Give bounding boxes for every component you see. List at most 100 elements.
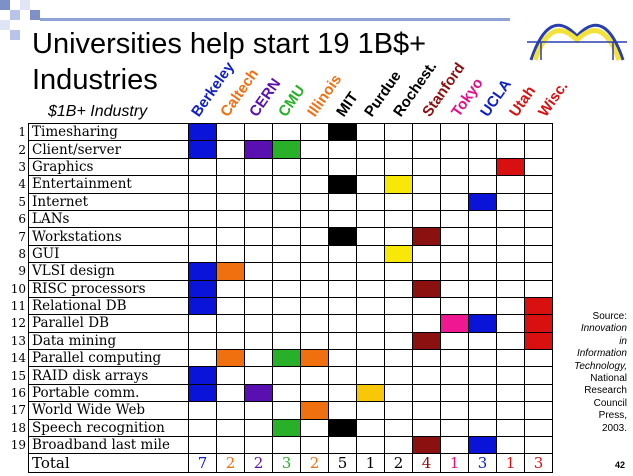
source-line: 2003. bbox=[601, 422, 627, 434]
matrix-cell bbox=[496, 279, 525, 298]
source-line: Council bbox=[593, 397, 627, 409]
matrix-cell bbox=[524, 401, 553, 420]
matrix-cell bbox=[384, 349, 413, 368]
matrix-cell bbox=[356, 157, 385, 177]
row-label: Portable comm. bbox=[28, 383, 189, 403]
matrix-cell bbox=[328, 175, 357, 194]
matrix-cell bbox=[216, 366, 245, 385]
matrix-cell bbox=[328, 383, 357, 403]
matrix-cell bbox=[356, 436, 385, 455]
matrix-cell bbox=[384, 436, 413, 455]
matrix-cell bbox=[440, 383, 469, 403]
row-label: Client/server bbox=[28, 140, 189, 159]
table-row: 6 LANs bbox=[10, 209, 553, 229]
matrix-cell bbox=[496, 209, 525, 229]
matrix-cell bbox=[412, 296, 441, 316]
matrix-cell bbox=[300, 209, 329, 229]
matrix-cell bbox=[328, 331, 357, 351]
matrix-cell bbox=[244, 401, 273, 420]
matrix-cell bbox=[412, 331, 441, 351]
matrix-cell bbox=[272, 227, 301, 246]
column-header-mit: MIT bbox=[332, 89, 362, 120]
matrix-cell bbox=[216, 331, 245, 351]
matrix-cell bbox=[524, 157, 553, 177]
matrix-cell bbox=[188, 122, 217, 142]
matrix-cell bbox=[412, 192, 441, 211]
matrix-cell bbox=[300, 279, 329, 298]
row-label: Relational DB bbox=[28, 296, 189, 316]
matrix-cell bbox=[216, 192, 245, 211]
matrix-cell bbox=[468, 349, 497, 368]
matrix-cell bbox=[468, 296, 497, 316]
matrix-cell bbox=[468, 383, 497, 403]
matrix-cell bbox=[496, 262, 525, 281]
matrix-cell bbox=[524, 192, 553, 211]
source-line: Research bbox=[584, 385, 627, 397]
source-line: in bbox=[619, 335, 627, 347]
matrix-cell bbox=[384, 157, 413, 177]
matrix-cell bbox=[468, 418, 497, 438]
row-number: 19 bbox=[10, 438, 26, 453]
total-value: 2 bbox=[384, 453, 413, 474]
table-row: 10 RISC processors bbox=[10, 279, 553, 298]
matrix-cell bbox=[272, 209, 301, 229]
matrix-cell bbox=[412, 349, 441, 368]
matrix-cell bbox=[356, 262, 385, 281]
matrix-cell bbox=[188, 366, 217, 385]
matrix-cell bbox=[356, 383, 385, 403]
row-number: 13 bbox=[10, 333, 26, 348]
total-value: 3 bbox=[524, 453, 553, 474]
matrix-cell bbox=[272, 436, 301, 455]
matrix-cell bbox=[216, 296, 245, 316]
matrix-cell bbox=[440, 401, 469, 420]
source-line: Innovation bbox=[580, 323, 627, 335]
matrix-cell bbox=[440, 314, 469, 333]
matrix-cell bbox=[328, 192, 357, 211]
matrix-cell bbox=[496, 366, 525, 385]
row-label: VLSI design bbox=[28, 262, 189, 281]
row-number: 2 bbox=[18, 142, 26, 157]
matrix-cell bbox=[468, 279, 497, 298]
matrix-cell bbox=[244, 122, 273, 142]
matrix-cell bbox=[300, 175, 329, 194]
matrix-cell bbox=[412, 122, 441, 142]
matrix-cell bbox=[524, 436, 553, 455]
source-note: Source: Innovation in Information Technology… bbox=[555, 311, 627, 435]
matrix-cell bbox=[216, 279, 245, 298]
matrix-cell bbox=[328, 401, 357, 420]
matrix-cell bbox=[496, 349, 525, 368]
matrix-cell bbox=[244, 244, 273, 264]
row-label: Internet bbox=[28, 192, 189, 211]
matrix-cell bbox=[216, 227, 245, 246]
matrix-cell bbox=[356, 418, 385, 438]
total-value: 1 bbox=[356, 453, 385, 474]
total-row: Total 7 2 2 3 2 5 1 2 4 1 3 1 3 bbox=[10, 453, 553, 474]
total-value: 1 bbox=[496, 453, 525, 474]
matrix-cell bbox=[328, 244, 357, 264]
industry-matrix: 1 Timesharing 2 Client/server 3 Graphics 4 Ente… bbox=[10, 122, 553, 474]
matrix-cell bbox=[496, 383, 525, 403]
matrix-cell bbox=[244, 227, 273, 246]
matrix-cell bbox=[524, 262, 553, 281]
matrix-cell bbox=[356, 227, 385, 246]
matrix-cell bbox=[412, 401, 441, 420]
matrix-cell bbox=[272, 157, 301, 177]
matrix-cell bbox=[328, 262, 357, 281]
matrix-cell bbox=[440, 418, 469, 438]
total-value: 7 bbox=[188, 453, 217, 474]
matrix-cell bbox=[272, 383, 301, 403]
matrix-cell bbox=[412, 157, 441, 177]
matrix-cell bbox=[216, 383, 245, 403]
matrix-cell bbox=[440, 279, 469, 298]
matrix-cell bbox=[300, 314, 329, 333]
matrix-cell bbox=[384, 383, 413, 403]
total-value: 2 bbox=[300, 453, 329, 474]
matrix-cell bbox=[384, 418, 413, 438]
matrix-cell bbox=[496, 175, 525, 194]
matrix-cell bbox=[300, 366, 329, 385]
matrix-cell bbox=[468, 262, 497, 281]
row-number: 1 bbox=[18, 125, 26, 140]
matrix-cell bbox=[384, 279, 413, 298]
matrix-cell bbox=[188, 262, 217, 281]
matrix-cell bbox=[272, 418, 301, 438]
